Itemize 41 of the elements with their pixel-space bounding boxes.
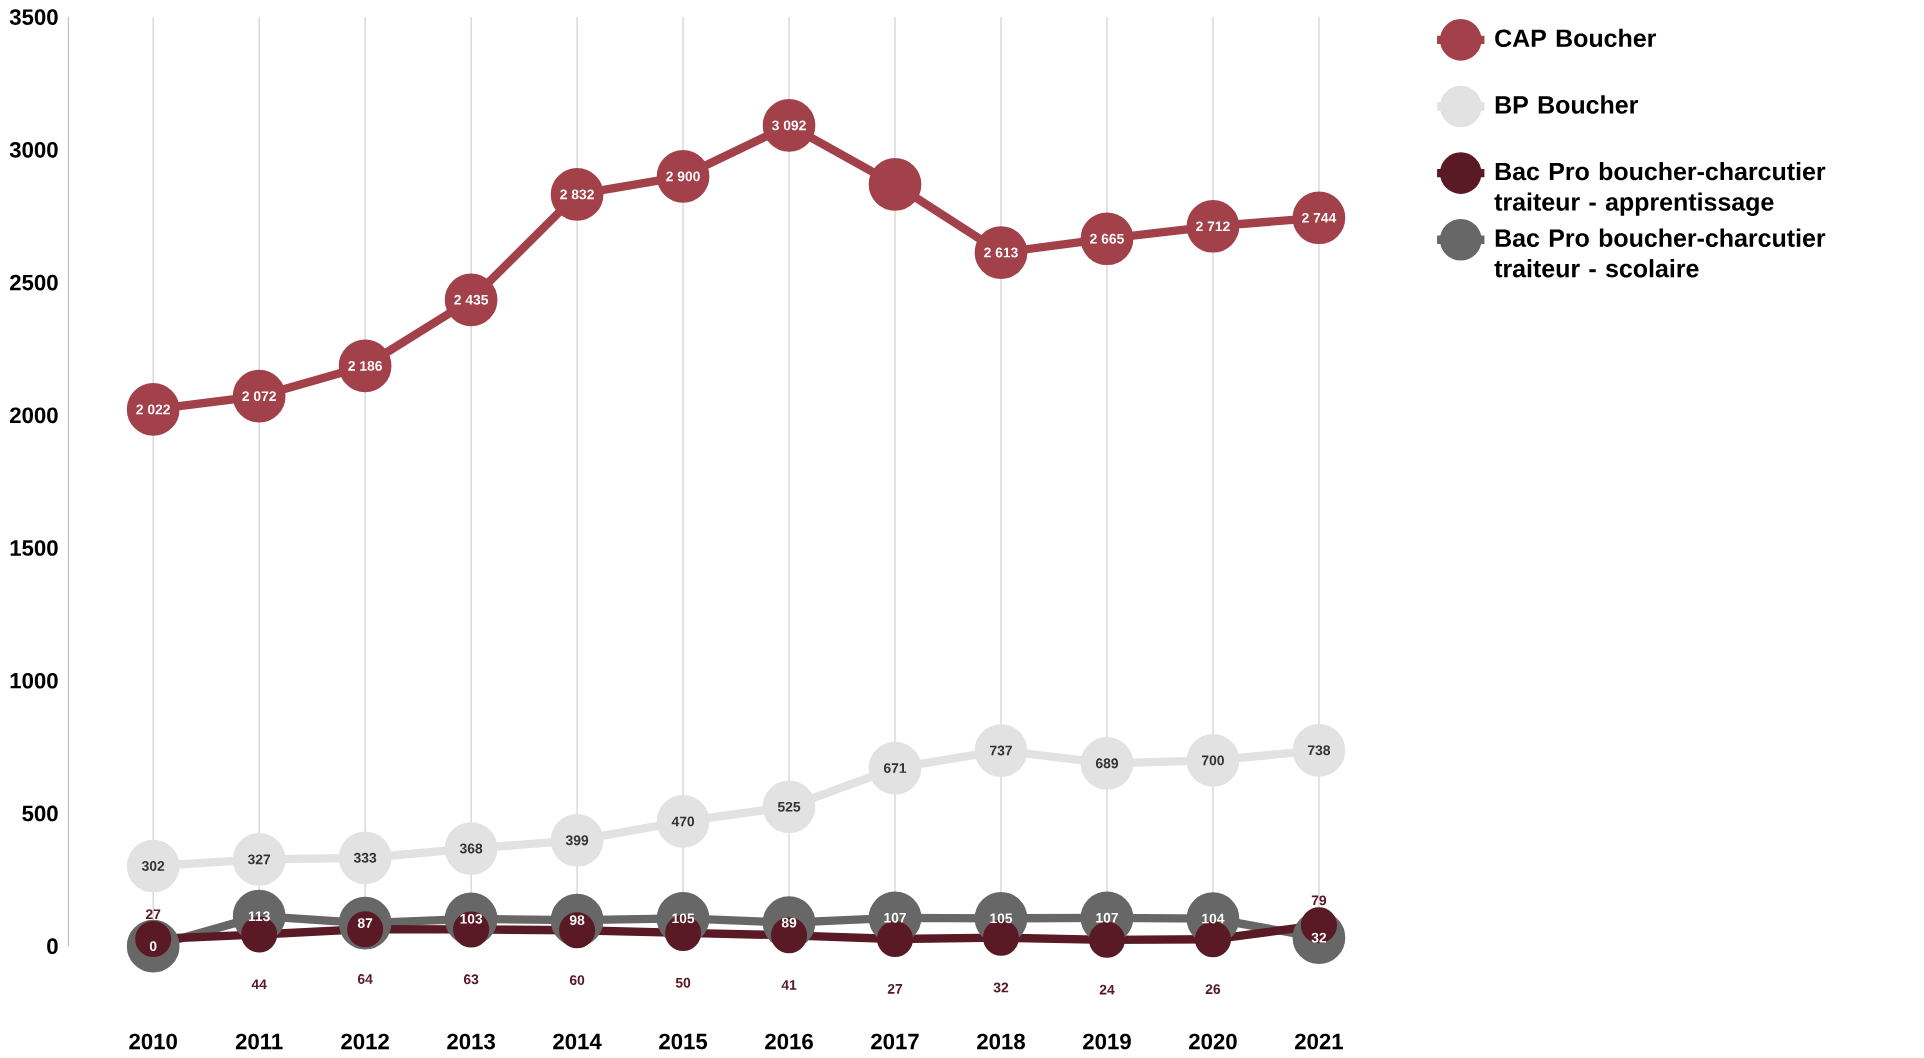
x-tick-label: 2020 (1189, 1033, 1237, 1050)
legend-label: Bac Pro boucher-charcutier traiteur - apprentissage (1494, 161, 1826, 216)
x-tick-label: 2017 (871, 1033, 919, 1050)
x-tick-label: 2011 (235, 1033, 283, 1050)
point (232, 832, 286, 886)
point (338, 831, 392, 884)
x-tick-label: 2013 (447, 1033, 495, 1050)
point (1080, 736, 1134, 790)
point (1088, 921, 1125, 958)
x-tick-label: 2019 (1083, 1033, 1131, 1050)
point (1194, 920, 1231, 957)
point (1292, 723, 1346, 777)
point (550, 813, 604, 867)
x-tick-label: 2018 (977, 1033, 1025, 1050)
point (762, 780, 816, 833)
y-tick-label: 500 (22, 805, 58, 821)
x-tick-label: 2016 (765, 1033, 813, 1050)
x-tick-label: 2021 (1295, 1033, 1343, 1050)
point (974, 723, 1028, 777)
point (232, 369, 286, 423)
y-tick-label: 2500 (10, 274, 58, 291)
point (868, 741, 922, 795)
legend-label: CAP Boucher (1495, 28, 1657, 47)
point (444, 821, 498, 875)
point (1186, 733, 1240, 787)
point (876, 920, 914, 957)
y-tick-label: 2000 (10, 407, 58, 423)
y-tick-label: 1000 (10, 672, 58, 689)
x-tick-label: 2012 (341, 1033, 389, 1050)
point (656, 794, 710, 848)
y-tick-label: 3000 (9, 141, 58, 158)
y-tick-label: 1500 (10, 539, 58, 556)
x-tick-label: 2010 (129, 1033, 177, 1050)
y-tick-label: 0 (47, 938, 58, 954)
point (126, 839, 180, 893)
y-tick-label: 3500 (9, 8, 58, 25)
legend-label: BP Boucher (1495, 95, 1638, 114)
x-tick-label: 2015 (659, 1033, 708, 1050)
legend-label: Bac Pro boucher-charcutier traiteur - scolaire (1494, 228, 1826, 278)
point (868, 157, 922, 211)
x-tick-label: 2014 (553, 1033, 602, 1050)
